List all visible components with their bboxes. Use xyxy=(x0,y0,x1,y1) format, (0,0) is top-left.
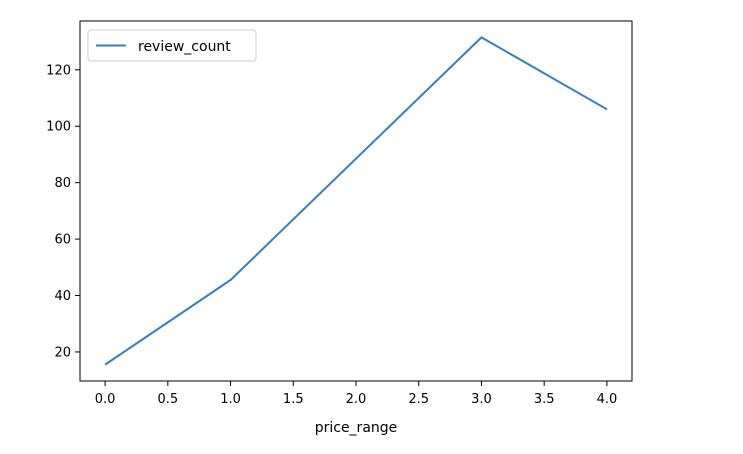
legend-box xyxy=(87,29,257,62)
series-line-review-count xyxy=(104,36,608,366)
y-tick-label: 40 xyxy=(54,289,71,304)
x-tick-label: 1.0 xyxy=(220,392,241,407)
x-tick-label: 3.5 xyxy=(534,392,555,407)
y-tick-label: 20 xyxy=(54,345,71,360)
x-tick-label: 3.0 xyxy=(471,392,492,407)
legend: review_count xyxy=(87,29,257,62)
x-tick-label: 2.0 xyxy=(346,392,367,407)
x-tick-label: 1.5 xyxy=(283,392,304,407)
y-axis-ticks: 20 40 60 80 100 120 xyxy=(46,63,80,360)
y-tick-label: 60 xyxy=(54,233,71,248)
x-axis-label: price_range xyxy=(315,420,398,436)
x-tick-label: 2.5 xyxy=(408,392,429,407)
y-tick-label: 80 xyxy=(54,176,71,191)
x-tick-label: 0.0 xyxy=(95,392,116,407)
plot-frame xyxy=(79,20,633,382)
y-tick-label: 100 xyxy=(46,120,71,135)
series-layer xyxy=(104,36,608,366)
x-axis-ticks: 0.0 0.5 1.0 1.5 2.0 2.5 3.0 3.5 4.0 xyxy=(95,381,618,407)
plot-area xyxy=(80,21,632,381)
x-tick-label: 4.0 xyxy=(597,392,618,407)
y-tick-label: 120 xyxy=(46,63,71,78)
x-tick-label: 0.5 xyxy=(157,392,178,407)
legend-label-review-count: review_count xyxy=(138,39,231,55)
